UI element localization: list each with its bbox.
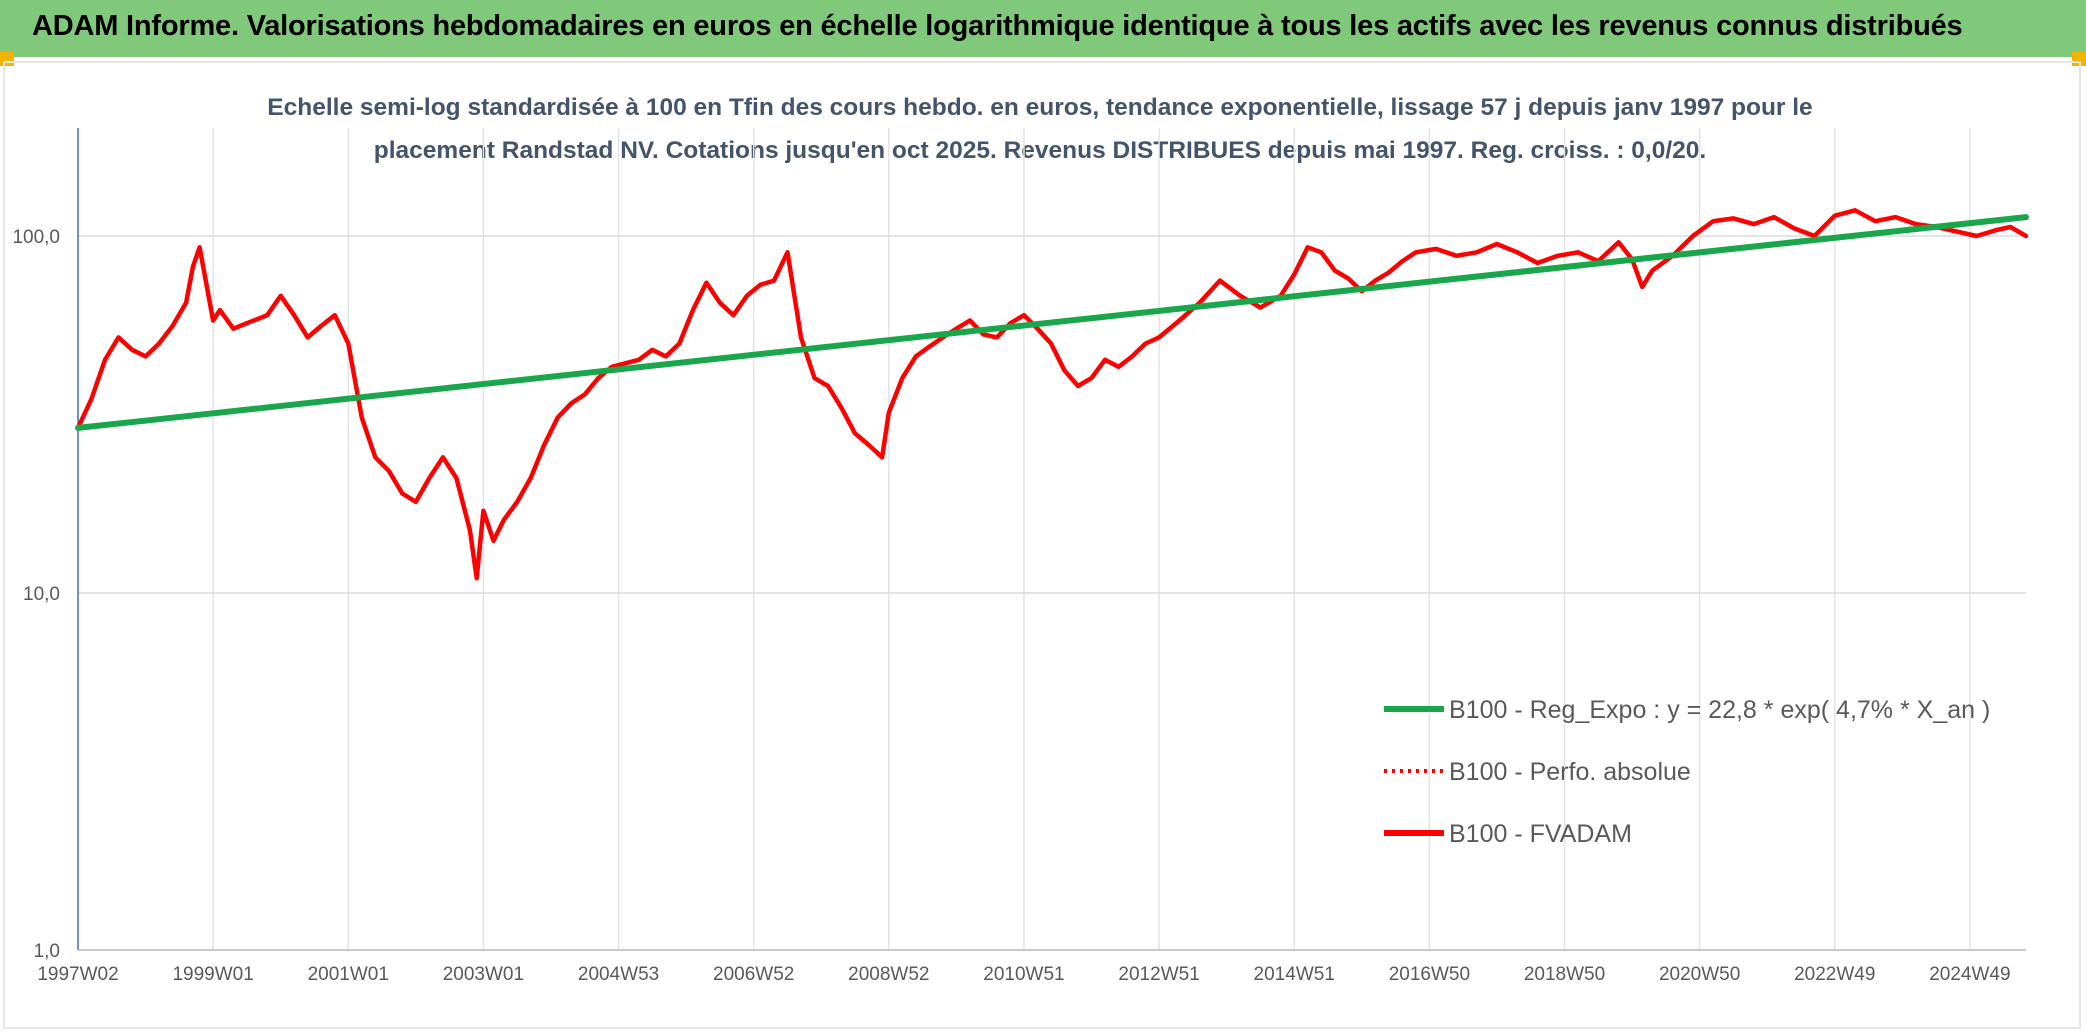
legend-item-regression: B100 - Reg_Expo : y = 22,8 * exp( 4,7% *…: [1384, 696, 1990, 724]
chart-subtitle-line2: placement Randstad NV. Cotations jusqu'e…: [374, 137, 1706, 164]
legend-label-perfo: B100 - Perfo. absolue: [1449, 758, 1691, 786]
x-tick-label: 2006W52: [713, 964, 794, 985]
legend-label-fvadam: B100 - FVADAM: [1449, 820, 1632, 848]
series-line-regression: [75, 214, 2029, 431]
x-tick-label: 2010W51: [983, 964, 1064, 985]
legend-label-regression: B100 - Reg_Expo : y = 22,8 * exp( 4,7% *…: [1449, 696, 1990, 724]
series-line-fvadam: [75, 208, 2029, 581]
x-tick-label: 2001W01: [308, 964, 389, 985]
x-tick-label: 2004W53: [578, 964, 659, 985]
legend-item-fvadam: B100 - FVADAM: [1384, 820, 1632, 848]
x-tick-label: 2020W50: [1659, 964, 1740, 985]
x-tick-label: 2003W01: [443, 964, 524, 985]
x-tick-label: 2016W50: [1389, 964, 1470, 985]
x-tick-label: 2012W51: [1118, 964, 1199, 985]
x-tick-label: 2024W49: [1929, 964, 2010, 985]
x-tick-label: 2014W51: [1254, 964, 1335, 985]
x-tick-label: 1997W02: [37, 964, 118, 985]
y-tick-label: 100,0: [12, 227, 60, 248]
axes: 1997W02 1999W01 2001W01 2003W01 2004W53 2006W…: [12, 128, 2026, 985]
legend-item-perfo: B100 - Perfo. absolue: [1384, 758, 1691, 786]
x-tick-label: 2022W49: [1794, 964, 1875, 985]
plot-area: [75, 208, 2029, 581]
title-banner: ADAM Informe. Valorisations hebdomadaire…: [0, 0, 2086, 57]
y-tick-label: 1,0: [34, 941, 60, 962]
x-tick-label: 2008W52: [848, 964, 929, 985]
y-tick-label: 10,0: [23, 584, 60, 605]
chart-frame: [3, 61, 2081, 1029]
x-tick-label: 1999W01: [172, 964, 253, 985]
chart-subtitle-line1: Echelle semi-log standardisée à 100 en T…: [267, 94, 1812, 121]
report-title: ADAM Informe. Valorisations hebdomadaire…: [32, 10, 1963, 42]
legend: B100 - Reg_Expo : y = 22,8 * exp( 4,7% *…: [1384, 696, 1990, 848]
x-tick-label: 2018W50: [1524, 964, 1605, 985]
